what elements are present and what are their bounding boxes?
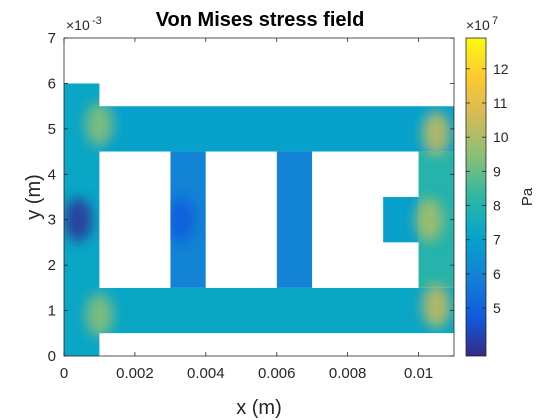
colorbar-tick-label: 9 (493, 163, 501, 179)
x-axis: 0 0.002 0.004 0.006 0.008 0.01 (60, 38, 433, 382)
y-tick-label: 6 (48, 75, 56, 92)
x-axis-label: x (m) (236, 397, 282, 419)
y-tick-label: 2 (48, 257, 56, 274)
stress-hotspot-6 (167, 197, 195, 242)
plot-frame (63, 37, 455, 357)
y-tick-label: 1 (48, 303, 56, 320)
colorbar-tick-label: 12 (493, 61, 509, 77)
stress-hotspot-4 (85, 102, 114, 147)
y-exponent-power: -3 (92, 15, 102, 27)
x-tick-label: 0.004 (187, 365, 225, 382)
stress-region-2 (99, 106, 454, 152)
x-tick-label: 0.006 (258, 365, 296, 382)
stress-region-1 (99, 287, 454, 334)
stress-hotspot-2 (415, 197, 444, 242)
colorbar-exponent-base: ×10 (466, 17, 490, 33)
stress-hotspot-3 (85, 293, 114, 338)
stress-region-6 (383, 197, 419, 243)
x-tick-label: 0.01 (404, 365, 433, 382)
y-axis-label: y (m) (23, 174, 45, 220)
colorbar-exponent-power: 7 (492, 15, 498, 27)
colorbar-label: Pa (519, 187, 536, 206)
x-tick-label: 0.008 (329, 365, 367, 382)
y-tick-label: 0 (48, 348, 56, 365)
y-tick-label: 4 (48, 166, 56, 183)
colorbar-tick-label: 6 (493, 266, 501, 282)
colorbar-tick-label: 10 (493, 129, 509, 145)
stress-region-4 (276, 151, 313, 288)
colorbar-tick-label: 11 (493, 95, 508, 111)
colorbar-tick-label: 8 (493, 198, 501, 214)
stress-hotspot-5 (64, 197, 93, 242)
y-tick-label: 3 (48, 212, 56, 229)
colorbar-tick-label: 5 (493, 300, 501, 316)
y-axis: 0 1 2 3 4 5 6 7 (48, 30, 454, 365)
colorbar-ticks: 5 6 7 8 9 10 11 12 (466, 61, 509, 316)
chart-title: Von Mises stress field (156, 9, 365, 31)
y-tick-label: 7 (48, 30, 56, 47)
x-tick-label: 0.002 (116, 365, 154, 382)
colorbar-tick-label: 7 (493, 232, 501, 248)
x-tick-label: 0 (60, 365, 68, 382)
y-exponent-base: ×10 (66, 17, 90, 33)
stress-hotspot-1 (422, 111, 451, 156)
stress-hotspot-0 (422, 284, 451, 329)
stress-field (64, 83, 454, 356)
colorbar (465, 37, 487, 357)
y-tick-label: 5 (48, 121, 56, 138)
